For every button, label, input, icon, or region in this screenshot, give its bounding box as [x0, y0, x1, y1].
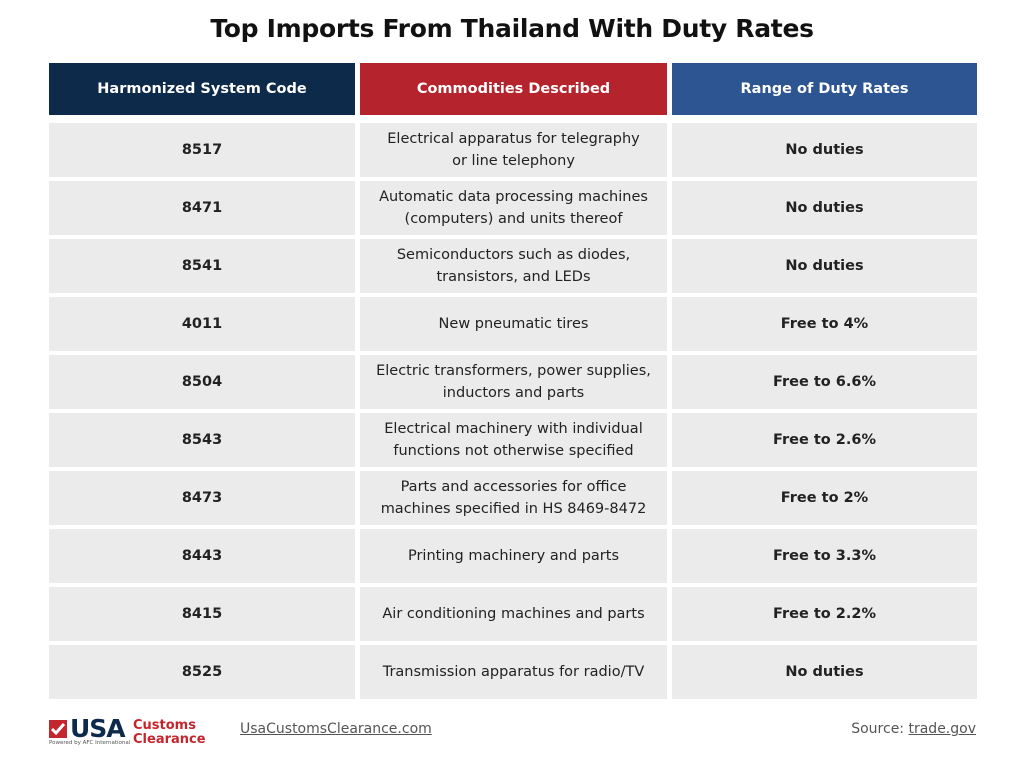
- description-line: Printing machinery and parts: [407, 548, 620, 564]
- description: Automatic data processing machines (compu…: [360, 181, 667, 235]
- logo-name-line: Customs: [133, 718, 196, 733]
- description: Air conditioning machines and parts: [360, 587, 667, 641]
- duty-rate: No duties: [672, 645, 977, 699]
- source-link[interactable]: trade.gov: [908, 721, 976, 737]
- description-line: or line telephony: [452, 153, 575, 169]
- hs-code: 8543: [49, 413, 355, 467]
- description: Electrical apparatus for telegraphy or li…: [360, 123, 667, 177]
- duty-rate: Free to 4%: [672, 297, 977, 351]
- logo-icon: [49, 720, 67, 738]
- description-line: Automatic data processing machines: [379, 189, 648, 205]
- logo-tagline: Powered by AFC International: [49, 740, 131, 746]
- description: Parts and accessories for office machines…: [360, 471, 667, 525]
- hs-code: 8443: [49, 529, 355, 583]
- description: Electric transformers, power supplies, in…: [360, 355, 667, 409]
- hs-code: 8471: [49, 181, 355, 235]
- duty-rate: Free to 6.6%: [672, 355, 977, 409]
- description-line: functions not otherwise specified: [393, 443, 634, 459]
- description-line: transistors, and LEDs: [436, 269, 591, 285]
- hs-code: 8473: [49, 471, 355, 525]
- duty-rate: Free to 3.3%: [672, 529, 977, 583]
- hs-code: 8504: [49, 355, 355, 409]
- hs-code: 8541: [49, 239, 355, 293]
- description-line: inductors and parts: [442, 385, 585, 401]
- description-line: Electrical machinery with individual: [384, 421, 643, 437]
- logo-name: Customs Clearance: [133, 719, 206, 747]
- page-title: Top Imports From Thailand With Duty Rate…: [210, 14, 814, 43]
- duty-rate: Free to 2.2%: [672, 587, 977, 641]
- description: Transmission apparatus for radio/TV: [360, 645, 667, 699]
- description: Semiconductors such as diodes, transistor…: [360, 239, 667, 293]
- hs-code: 8525: [49, 645, 355, 699]
- description-line: Electrical apparatus for telegraphy: [387, 131, 640, 147]
- duty-rate: No duties: [672, 123, 977, 177]
- column-header: Range of Duty Rates: [672, 63, 977, 115]
- duty-rate: No duties: [672, 181, 977, 235]
- description: Printing machinery and parts: [360, 529, 667, 583]
- logo-name-line: Clearance: [133, 732, 206, 747]
- description: New pneumatic tires: [360, 297, 667, 351]
- description-line: Transmission apparatus for radio/TV: [382, 664, 645, 680]
- source-label: Source:: [851, 721, 905, 737]
- duty-rate: Free to 2%: [672, 471, 977, 525]
- duty-rate: No duties: [672, 239, 977, 293]
- description: Electrical machinery with individual func…: [360, 413, 667, 467]
- description-line: Semiconductors such as diodes,: [396, 247, 631, 263]
- description-line: New pneumatic tires: [438, 316, 589, 332]
- hs-code: 8517: [49, 123, 355, 177]
- column-header: Commodities Described: [360, 63, 667, 115]
- website-link[interactable]: UsaCustomsClearance.com: [240, 721, 432, 737]
- source: Source: trade.gov: [851, 721, 976, 737]
- hs-code: 8415: [49, 587, 355, 641]
- hs-code: 4011: [49, 297, 355, 351]
- logo-brand: USA: [70, 714, 126, 743]
- description-line: Parts and accessories for office: [400, 479, 627, 495]
- column-header: Harmonized System Code: [49, 63, 355, 115]
- description-line: (computers) and units thereof: [404, 211, 623, 227]
- description-line: machines specified in HS 8469-8472: [380, 501, 647, 517]
- logo-check: [50, 723, 66, 736]
- description-line: Electric transformers, power supplies,: [376, 363, 651, 379]
- description-line: Air conditioning machines and parts: [382, 606, 645, 622]
- duty-rate: Free to 2.6%: [672, 413, 977, 467]
